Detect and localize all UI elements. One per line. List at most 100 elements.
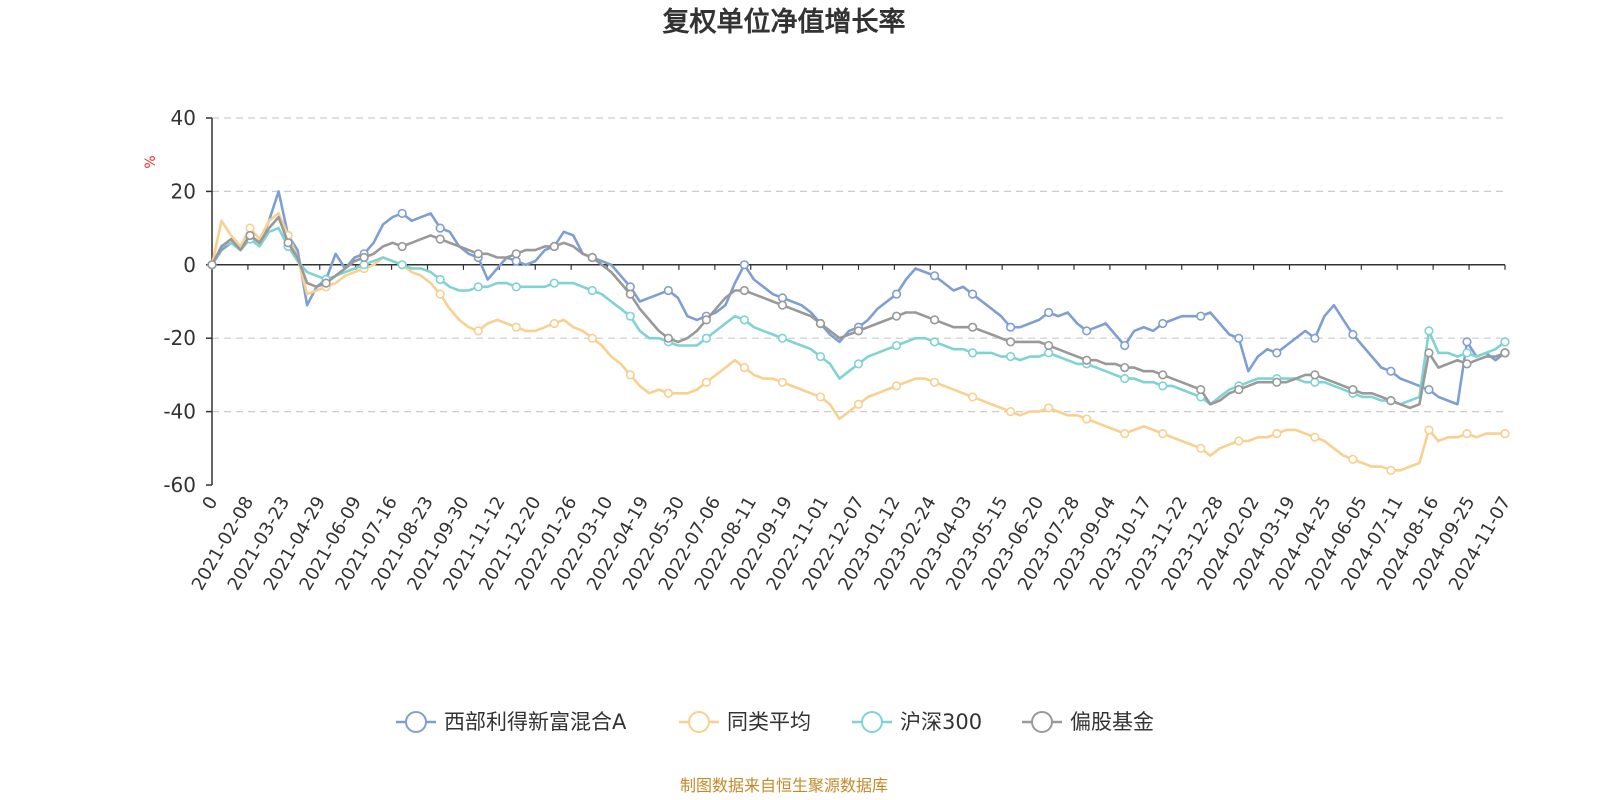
legend: 西部利得新富混合A 同类平均 沪深300 偏股基金 <box>396 710 1154 734</box>
legend-swatch-marker[interactable] <box>1031 711 1053 733</box>
data-point <box>435 274 445 285</box>
data-point <box>1424 425 1434 435</box>
data-point <box>701 377 711 387</box>
data-point <box>1272 348 1282 358</box>
data-point <box>967 348 978 358</box>
data-point <box>701 333 711 343</box>
data-point <box>1272 377 1282 387</box>
data-point <box>435 223 445 233</box>
data-point <box>1234 436 1244 446</box>
data-point <box>663 388 673 398</box>
data-point <box>929 377 940 387</box>
y-tick-label: -60 <box>163 473 196 497</box>
y-tick-label: -20 <box>163 326 196 350</box>
legend-swatch-marker[interactable] <box>861 711 883 733</box>
data-point <box>1158 318 1168 329</box>
data-point <box>853 326 864 336</box>
data-point <box>929 271 940 281</box>
data-point <box>739 285 750 296</box>
data-point <box>1006 407 1016 417</box>
data-point <box>777 333 788 343</box>
data-point <box>397 260 407 270</box>
data-point <box>891 311 902 321</box>
data-point <box>1386 395 1396 406</box>
data-point <box>1006 337 1016 347</box>
series-line <box>210 212 1505 472</box>
data-point <box>587 285 597 296</box>
y-tick-label: -40 <box>163 400 196 424</box>
x-tick-label: 0 <box>198 493 222 513</box>
data-point <box>1196 384 1206 395</box>
data-point <box>777 377 788 387</box>
data-point <box>739 362 750 373</box>
data-point <box>435 289 445 299</box>
legend-label[interactable]: 偏股基金 <box>1070 710 1154 734</box>
data-point <box>1044 307 1054 318</box>
data-point <box>1120 340 1130 351</box>
data-point <box>891 289 902 299</box>
data-point <box>739 260 750 270</box>
data-point <box>1310 377 1320 387</box>
data-point <box>1158 381 1168 391</box>
data-point <box>359 252 369 263</box>
data-point <box>1006 322 1016 332</box>
data-point <box>1386 366 1396 376</box>
data-point <box>1044 348 1054 358</box>
x-axis: 02021-02-082021-03-232021-04-292021-06-0… <box>188 264 1515 594</box>
data-point <box>815 392 826 402</box>
data-point <box>549 318 559 329</box>
data-point <box>1082 326 1092 336</box>
data-point <box>473 282 483 292</box>
y-tick-label: 0 <box>183 253 196 277</box>
data-point <box>967 392 978 402</box>
data-point <box>245 230 255 241</box>
data-point <box>929 337 940 347</box>
data-point <box>739 315 750 325</box>
data-point <box>625 289 635 299</box>
data-point <box>587 333 597 343</box>
data-point <box>1234 384 1244 395</box>
data-point <box>1044 403 1054 413</box>
data-point <box>587 252 597 263</box>
data-point <box>1424 326 1434 336</box>
data-point <box>511 256 521 266</box>
source-note: 制图数据来自恒生聚源数据库 <box>680 776 888 795</box>
data-point <box>1310 333 1320 343</box>
legend-label[interactable]: 沪深300 <box>900 710 982 734</box>
series-line <box>210 226 1506 406</box>
data-point <box>1234 333 1244 343</box>
data-point <box>701 315 711 325</box>
data-point <box>1082 414 1092 424</box>
y-axis: -60 -40 -20 0 20 40 <box>163 106 213 497</box>
data-point <box>1462 429 1472 439</box>
data-point <box>1500 348 1510 358</box>
y-axis-unit: % <box>143 155 159 168</box>
data-point <box>1272 429 1282 439</box>
data-point <box>1310 370 1320 380</box>
data-point <box>967 322 978 332</box>
chart-title: 复权单位净值增长率 <box>663 6 906 38</box>
data-point <box>1044 340 1054 351</box>
data-point <box>815 318 826 329</box>
data-point <box>1500 337 1510 347</box>
data-point <box>1120 373 1130 384</box>
data-point <box>1158 429 1168 439</box>
legend-swatch-marker[interactable] <box>405 711 427 733</box>
data-point <box>891 381 902 391</box>
legend-label[interactable]: 西部利得新富混合A <box>444 710 627 734</box>
data-point <box>435 234 445 244</box>
legend-swatch-marker[interactable] <box>688 711 710 733</box>
data-point <box>511 282 521 292</box>
data-point <box>321 278 331 288</box>
data-point <box>1196 311 1206 321</box>
data-point <box>853 399 864 409</box>
data-point <box>891 340 902 351</box>
data-point <box>473 249 483 259</box>
data-point <box>359 260 369 270</box>
data-point <box>1082 355 1092 365</box>
data-point <box>511 322 521 332</box>
legend-label[interactable]: 同类平均 <box>727 710 811 734</box>
data-point <box>1462 337 1472 347</box>
data-point <box>283 238 293 248</box>
